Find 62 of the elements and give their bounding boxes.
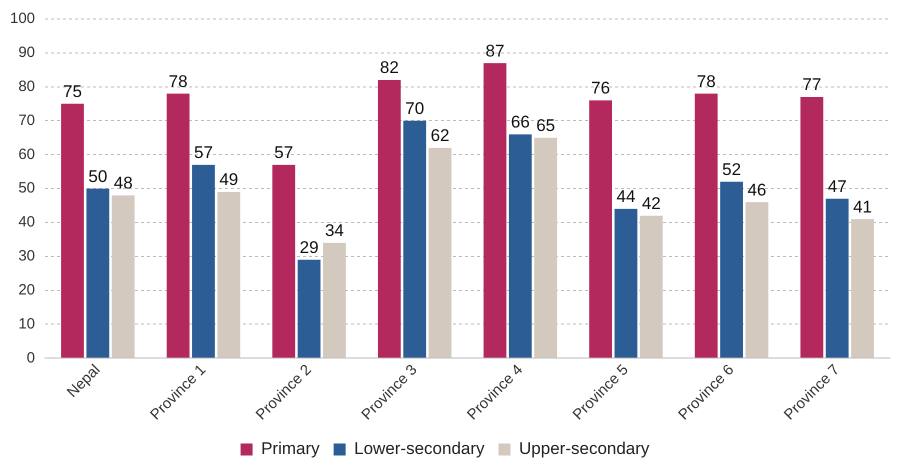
- bar: [746, 202, 768, 358]
- bar: [378, 80, 401, 358]
- y-tick-label: 80: [18, 78, 36, 95]
- y-tick-label: 90: [18, 44, 36, 62]
- y-tick-label: 50: [18, 180, 36, 197]
- y-tick-label: 40: [18, 214, 36, 231]
- data-label: 62: [430, 126, 450, 146]
- bar: [720, 182, 743, 358]
- bar: [272, 164, 296, 358]
- bar: [323, 242, 346, 358]
- data-label: 75: [63, 82, 82, 101]
- data-label: 49: [219, 170, 238, 190]
- bar: [694, 94, 718, 358]
- legend-label: Primary: [261, 439, 320, 458]
- bar: [851, 219, 874, 358]
- bar: [589, 100, 612, 358]
- data-label: 48: [114, 174, 133, 193]
- data-label: 50: [88, 166, 108, 186]
- bar: [640, 216, 663, 358]
- data-label: 87: [486, 41, 504, 60]
- y-tick-label: 30: [18, 248, 36, 265]
- bar: [192, 164, 215, 358]
- data-label: 76: [591, 78, 610, 98]
- data-label: 66: [510, 112, 530, 132]
- data-label: 78: [696, 72, 716, 91]
- bar: [61, 104, 84, 358]
- data-label: 41: [853, 197, 872, 216]
- data-label: 70: [405, 98, 424, 118]
- bar: [614, 208, 638, 358]
- data-label: 29: [300, 238, 319, 257]
- y-tick-label: 60: [18, 146, 36, 163]
- data-label: 57: [274, 143, 294, 162]
- bar: [534, 138, 558, 358]
- y-tick-label: 0: [26, 349, 36, 366]
- legend-label: Lower-secondary: [354, 439, 486, 458]
- bar: [428, 148, 452, 358]
- data-label: 47: [828, 176, 847, 196]
- data-label: 82: [380, 58, 399, 78]
- y-tick-label: 10: [18, 315, 36, 332]
- bar: [800, 97, 824, 358]
- data-label: 42: [642, 194, 661, 213]
- y-tick-label: 100: [10, 10, 36, 28]
- bar: [826, 198, 849, 358]
- bar: [298, 260, 320, 358]
- data-label: 44: [616, 187, 636, 206]
- y-tick-label: 20: [18, 281, 36, 298]
- data-label: 57: [194, 143, 213, 162]
- data-label: 78: [168, 72, 188, 91]
- data-label: 46: [747, 180, 766, 200]
- bar: [217, 192, 240, 358]
- y-tick-label: 70: [18, 112, 36, 129]
- bar: [166, 94, 190, 358]
- data-label: 65: [536, 116, 556, 135]
- data-label: 77: [802, 75, 822, 94]
- bar: [403, 120, 426, 358]
- bar: [112, 195, 135, 358]
- bar: [508, 134, 532, 358]
- data-label: 34: [324, 221, 344, 240]
- bar: [86, 188, 110, 358]
- data-label: 52: [722, 160, 742, 179]
- legend-label: Upper-secondary: [519, 439, 650, 458]
- bar: [484, 63, 506, 358]
